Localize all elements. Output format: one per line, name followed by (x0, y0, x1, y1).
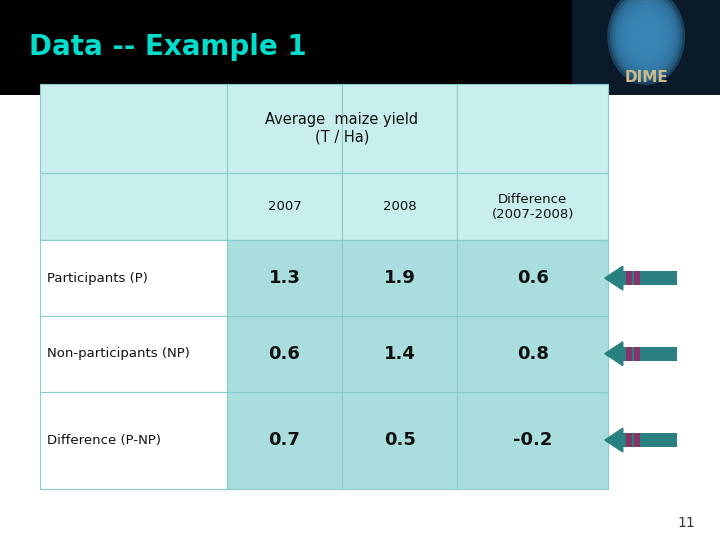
Bar (457, 173, 608, 240)
Ellipse shape (607, 0, 685, 85)
Text: 0.8: 0.8 (517, 345, 549, 363)
Bar (227, 173, 342, 240)
Polygon shape (605, 342, 623, 366)
Bar (457, 316, 608, 392)
Bar (227, 84, 342, 173)
Text: 2007: 2007 (268, 200, 301, 213)
Bar (634, 347, 640, 361)
Ellipse shape (629, 14, 664, 59)
Ellipse shape (639, 27, 654, 46)
Ellipse shape (623, 8, 670, 65)
Bar (626, 433, 632, 447)
Bar (342, 316, 457, 392)
Bar (457, 392, 608, 489)
Text: Non-participants (NP): Non-participants (NP) (47, 347, 189, 360)
Text: 1.3: 1.3 (269, 269, 300, 287)
Bar (40, 392, 227, 489)
Ellipse shape (613, 0, 680, 78)
Bar (457, 84, 608, 173)
Bar (634, 433, 640, 447)
Text: Data -- Example 1: Data -- Example 1 (29, 33, 307, 61)
Bar (40, 240, 227, 316)
Bar (623, 347, 677, 361)
Bar (634, 271, 640, 285)
Ellipse shape (626, 11, 667, 62)
Ellipse shape (644, 33, 648, 39)
Bar (626, 271, 632, 285)
Text: 0.5: 0.5 (384, 431, 415, 449)
Text: 1.9: 1.9 (384, 269, 415, 287)
Text: 1.4: 1.4 (384, 345, 415, 363)
Bar (623, 433, 677, 447)
Bar (227, 316, 342, 392)
Text: Difference (P-NP): Difference (P-NP) (47, 434, 161, 447)
Text: -0.2: -0.2 (513, 431, 552, 449)
Text: 0.6: 0.6 (269, 345, 300, 363)
Bar (342, 84, 457, 173)
Bar (0, 0, 720, 94)
Text: DIME: DIME (624, 70, 668, 85)
Polygon shape (605, 428, 623, 452)
Ellipse shape (615, 0, 678, 75)
Bar (626, 347, 632, 361)
Text: Difference
(2007-2008): Difference (2007-2008) (492, 193, 574, 220)
Bar (623, 271, 677, 285)
Bar (40, 173, 227, 240)
Ellipse shape (610, 0, 683, 82)
Text: 0.7: 0.7 (269, 431, 300, 449)
Text: Participants (P): Participants (P) (47, 272, 148, 285)
Bar (227, 392, 342, 489)
Bar (572, 0, 720, 94)
Bar (227, 240, 342, 316)
Ellipse shape (621, 4, 672, 69)
Bar (342, 173, 457, 240)
Text: 2008: 2008 (383, 200, 416, 213)
Text: 11: 11 (677, 516, 695, 530)
Bar (342, 240, 457, 316)
Polygon shape (605, 266, 623, 290)
Ellipse shape (636, 24, 656, 49)
Ellipse shape (618, 1, 675, 72)
Bar (40, 316, 227, 392)
Text: 0.6: 0.6 (517, 269, 549, 287)
Bar (457, 240, 608, 316)
Text: Average  maize yield
(T / Ha): Average maize yield (T / Ha) (266, 112, 418, 144)
Ellipse shape (634, 21, 659, 52)
Ellipse shape (642, 30, 651, 43)
Bar (40, 84, 227, 173)
Bar (342, 392, 457, 489)
Ellipse shape (631, 17, 662, 56)
